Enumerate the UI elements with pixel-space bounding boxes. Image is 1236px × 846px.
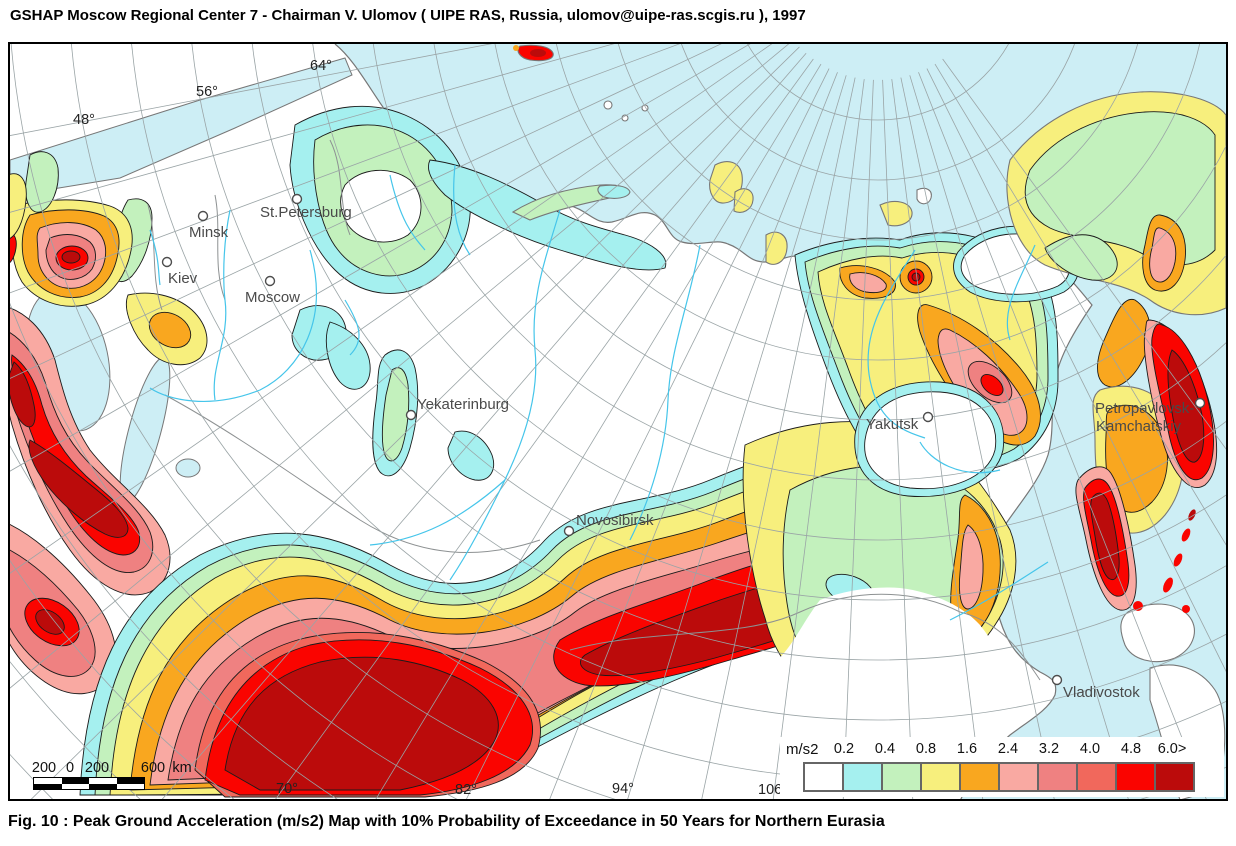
grat-label-64: 64° bbox=[310, 58, 332, 74]
svg-text:St.Petersburg: St.Petersburg bbox=[260, 204, 352, 221]
svg-text:Yekaterinburg: Yekaterinburg bbox=[417, 396, 509, 413]
city-petropavlovsk-kamchatskiy: Petropavlovsk- Kamchatskiy bbox=[1095, 397, 1206, 435]
grat-label-70: 70° bbox=[276, 781, 298, 797]
svg-text:Novosibirsk: Novosibirsk bbox=[576, 512, 654, 529]
franz-josef-land bbox=[603, 100, 613, 110]
legend-tick-3: 1.6 bbox=[956, 741, 978, 757]
city-vladivostok: Vladivostok bbox=[1051, 674, 1140, 701]
legend-tick-0: 0.2 bbox=[833, 741, 855, 757]
svg-text:Yakutsk: Yakutsk bbox=[866, 416, 919, 433]
legend-swatch-8 bbox=[1115, 762, 1156, 792]
country-borders bbox=[147, 139, 1041, 681]
legend-tick-6: 4.0 bbox=[1079, 741, 1101, 757]
legend-tick-2: 0.8 bbox=[915, 741, 937, 757]
graticule-labels: 48° 56° 64° 70° 82° 94° 106° bbox=[73, 58, 788, 798]
city-moscow: Moscow bbox=[245, 275, 300, 306]
kuril-islands bbox=[1163, 509, 1196, 593]
legend-swatch-0 bbox=[803, 762, 844, 792]
grat-label-48: 48° bbox=[73, 112, 95, 128]
legend-tick-8: 6.0> bbox=[1157, 741, 1187, 757]
scale-bar: 200 0 200 600 km bbox=[24, 760, 204, 794]
svg-text:Kamchatskiy: Kamchatskiy bbox=[1096, 418, 1182, 435]
legend-tick-5: 3.2 bbox=[1038, 741, 1060, 757]
map-canvas: 48° 56° 64° 70° 82° 94° 106° St.Petersbu… bbox=[10, 44, 1226, 799]
map-frame: 48° 56° 64° 70° 82° 94° 106° St.Petersbu… bbox=[8, 42, 1228, 801]
city-kiev: Kiev bbox=[161, 256, 198, 287]
legend-unit-label: m/s2 bbox=[786, 741, 819, 758]
legend-swatch-4 bbox=[959, 762, 1000, 792]
svg-text:Moscow: Moscow bbox=[245, 289, 300, 306]
legend-swatch-1 bbox=[842, 762, 883, 792]
scale-bar-graphic bbox=[33, 777, 145, 790]
aral-sea bbox=[175, 458, 201, 478]
legend-tick-7: 4.8 bbox=[1120, 741, 1142, 757]
legend-swatch-2 bbox=[881, 762, 922, 792]
scale-label-200-right: 200 bbox=[84, 760, 110, 776]
scale-unit-km: km bbox=[172, 760, 192, 776]
svg-text:Vladivostok: Vladivostok bbox=[1063, 684, 1140, 701]
hazard-zones bbox=[10, 44, 1226, 799]
scale-label-200-left: 200 bbox=[31, 760, 57, 776]
legend-tick-4: 2.4 bbox=[997, 741, 1019, 757]
legend: m/s2 0.2 0.4 0.8 1.6 2.4 3.2 4.0 4.8 6.0… bbox=[780, 737, 1224, 797]
city-novosibirsk: Novosibirsk bbox=[563, 512, 654, 537]
city-yakutsk: Yakutsk bbox=[866, 411, 934, 433]
figure-title: GSHAP Moscow Regional Center 7 - Chairma… bbox=[10, 7, 806, 24]
grat-label-94: 94° bbox=[612, 781, 634, 797]
city-st-petersburg: St.Petersburg bbox=[260, 193, 352, 221]
grat-label-82: 82° bbox=[455, 782, 477, 798]
city-minsk: Minsk bbox=[189, 210, 229, 241]
city-yekaterinburg: Yekaterinburg bbox=[405, 396, 509, 421]
scale-label-0: 0 bbox=[65, 760, 75, 776]
grat-label-56: 56° bbox=[196, 84, 218, 100]
legend-color-ramp bbox=[803, 762, 1195, 792]
legend-swatch-7 bbox=[1076, 762, 1117, 792]
arctic-islands bbox=[511, 44, 932, 265]
legend-swatch-3 bbox=[920, 762, 961, 792]
legend-swatch-5 bbox=[998, 762, 1039, 792]
graticule bbox=[10, 44, 1226, 799]
svg-text:Petropavlovsk-: Petropavlovsk- bbox=[1095, 400, 1194, 417]
scale-label-600: 600 bbox=[140, 760, 166, 776]
figure-caption: Fig. 10 : Peak Ground Acceleration (m/s2… bbox=[8, 813, 885, 830]
legend-swatch-6 bbox=[1037, 762, 1078, 792]
svg-text:Kiev: Kiev bbox=[168, 270, 198, 287]
legend-swatch-9 bbox=[1154, 762, 1195, 792]
svg-text:Minsk: Minsk bbox=[189, 224, 229, 241]
city-markers: St.Petersburg Minsk Kiev Moscow Yekateri… bbox=[161, 193, 1206, 701]
rivers bbox=[149, 164, 1049, 621]
legend-tick-1: 0.4 bbox=[874, 741, 896, 757]
